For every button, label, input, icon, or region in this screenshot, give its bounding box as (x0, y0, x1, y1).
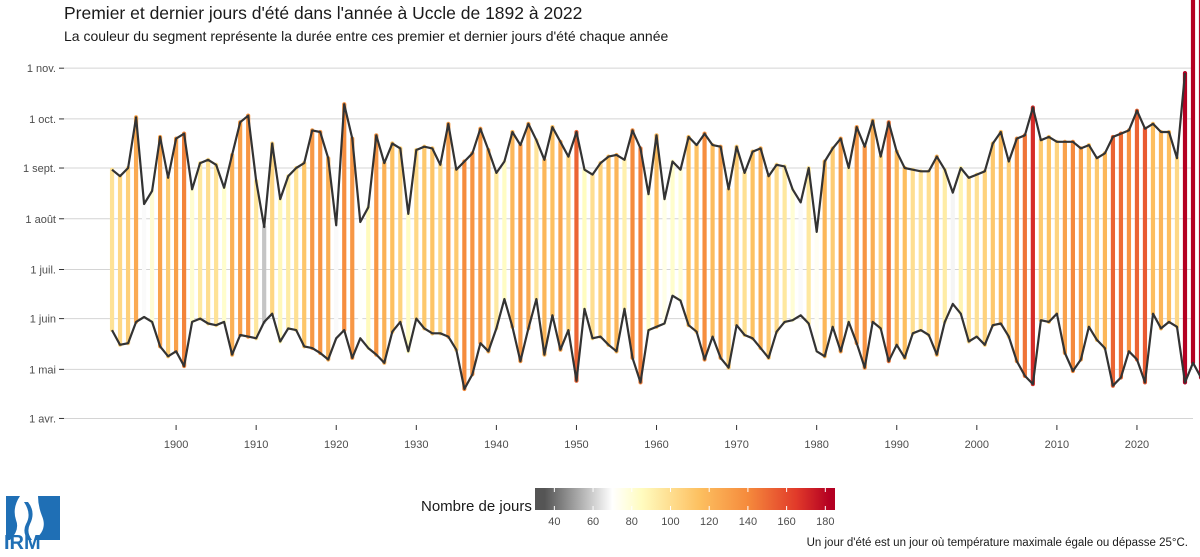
x-tick-label: 1950 (564, 439, 588, 451)
legend-tick-label: 80 (626, 516, 638, 528)
first-day-line (111, 294, 1200, 391)
x-tick-label: 1970 (724, 439, 748, 451)
y-tick-label: 1 avr. (29, 413, 56, 425)
y-tick-label: 1 juin (30, 314, 56, 326)
y-tick-label: 1 sept. (23, 163, 56, 175)
x-tick-label: 1940 (484, 439, 508, 451)
legend-tick-label: 160 (777, 516, 795, 528)
x-tick-label: 1900 (164, 439, 188, 451)
y-tick-label: 1 oct. (29, 114, 56, 126)
last-day-line (111, 72, 1187, 233)
x-tick-label: 2020 (1125, 439, 1149, 451)
legend-tick-label: 140 (739, 516, 757, 528)
y-tick-label: 1 mai (29, 364, 56, 376)
chart-title: Premier et dernier jours d'été dans l'an… (64, 3, 583, 23)
chart-subtitle: La couleur du segment représente la duré… (64, 28, 669, 44)
y-tick-label: 1 juil. (30, 265, 56, 277)
y-tick-label: 1 nov. (27, 63, 56, 75)
x-tick-label: 1960 (644, 439, 668, 451)
irm-logo-text: IRM (4, 532, 41, 554)
legend-title: Nombre de jours (421, 498, 532, 515)
irm-logo (6, 496, 60, 540)
legend-tick-label: 40 (548, 516, 560, 528)
legend-colorbar (535, 488, 835, 510)
legend-tick-label: 120 (700, 516, 718, 528)
legend-tick-label: 100 (661, 516, 679, 528)
x-tick-label: 1990 (884, 439, 908, 451)
x-tick-label: 1930 (404, 439, 428, 451)
y-tick-label: 1 août (25, 214, 56, 226)
x-tick-label: 2010 (1045, 439, 1069, 451)
x-tick-label: 2000 (965, 439, 989, 451)
x-tick-label: 1980 (804, 439, 828, 451)
footnote: Un jour d'été est un jour où température… (806, 537, 1188, 549)
x-tick-label: 1920 (324, 439, 348, 451)
legend-tick-label: 60 (587, 516, 599, 528)
x-tick-label: 1910 (244, 439, 268, 451)
legend-tick-label: 180 (816, 516, 834, 528)
